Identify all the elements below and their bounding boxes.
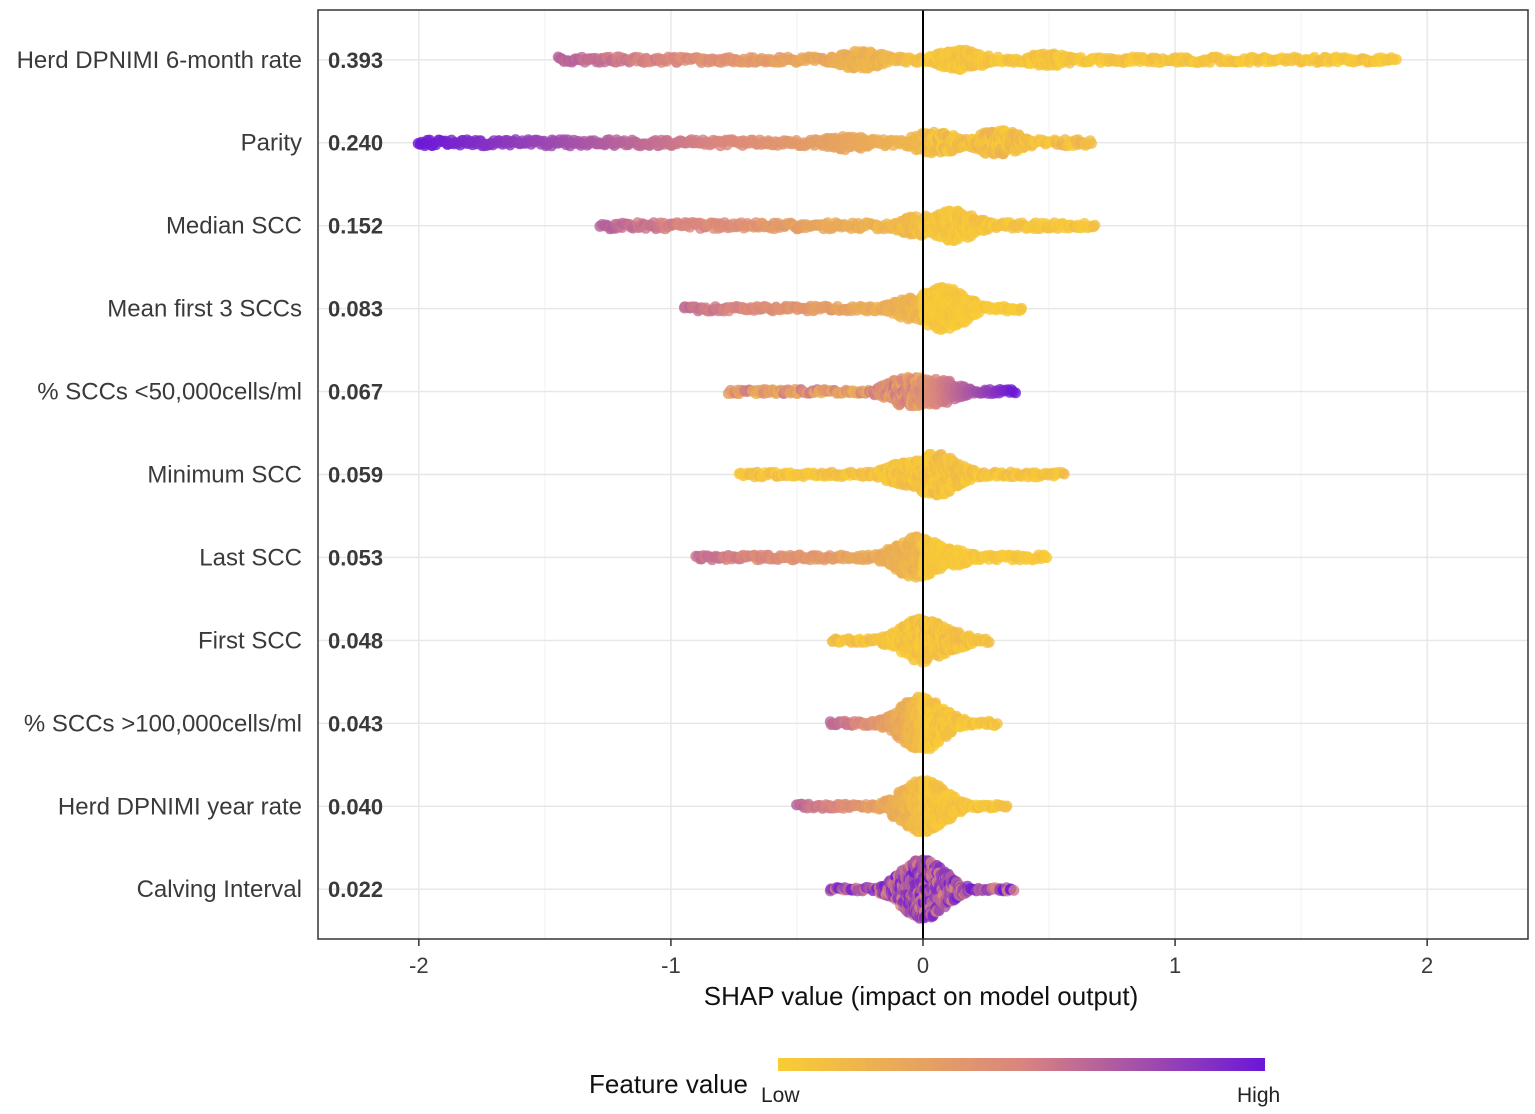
shap-point bbox=[1086, 137, 1097, 149]
shap-point bbox=[1010, 387, 1021, 399]
shap-point bbox=[1016, 302, 1027, 314]
shap-point bbox=[1089, 219, 1101, 231]
shap-point bbox=[1390, 54, 1402, 65]
shap-point bbox=[1058, 468, 1070, 480]
shap-point bbox=[1001, 800, 1013, 812]
shap-point bbox=[1041, 552, 1053, 564]
shap-point bbox=[983, 636, 995, 648]
shap-point bbox=[991, 718, 1003, 730]
dots-layer bbox=[412, 44, 1402, 924]
